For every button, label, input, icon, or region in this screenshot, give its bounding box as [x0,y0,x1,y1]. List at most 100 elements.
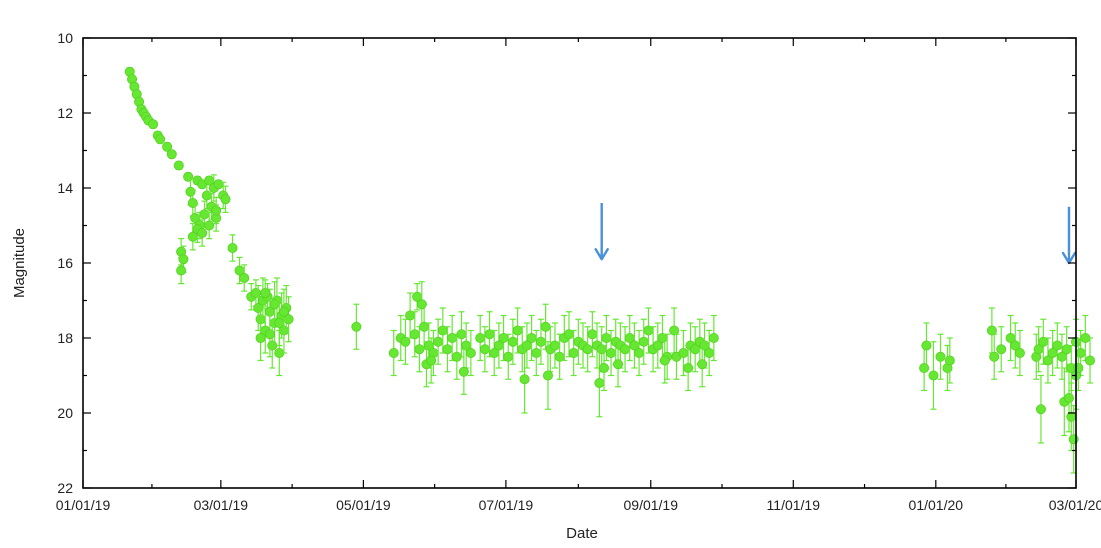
data-point [996,326,1007,373]
data-point [176,256,187,285]
data-point [426,337,437,384]
data-point [652,322,663,369]
data-point [606,329,617,377]
x-axis-title: Date [566,525,598,542]
y-tick-label: 14 [57,180,73,196]
data-point [629,322,640,369]
data-point [148,119,159,130]
y-axis: 10 12 14 16 18 20 22 [57,30,1076,496]
data-markers [124,66,1096,474]
data-point [921,322,932,369]
data-point [124,66,135,77]
data-point [465,329,476,377]
y-tick-label: 20 [57,405,73,421]
data-point [416,281,427,328]
arrow-annotations [594,203,1077,265]
data-point [451,333,462,380]
y-tick-label: 18 [57,330,73,346]
data-point [1047,329,1058,377]
data-point [587,311,598,358]
data-point [173,160,184,171]
x-tick-label: 03/01/20 [1049,497,1101,513]
data-point [1033,326,1044,373]
data-point [166,149,177,160]
x-tick-label: 11/01/19 [767,497,821,513]
data-point [351,303,362,350]
data-point [239,264,250,292]
data-point [1042,337,1053,384]
data-point [928,341,939,410]
data-point [204,175,215,186]
y-tick-label: 12 [57,105,73,121]
plot-frame [82,37,1077,489]
y-tick-label: 16 [57,255,73,271]
data-point [458,348,469,395]
data-point [683,344,694,392]
x-tick-label: 05/01/19 [336,497,391,513]
data-point [129,81,140,92]
x-tick-label: 09/01/19 [624,497,679,513]
data-point [613,341,624,388]
data-point [155,134,166,145]
data-point [542,341,553,410]
down-arrow-icon [1061,206,1077,265]
data-point [512,307,523,354]
data-point [1014,329,1025,377]
data-point [220,185,231,213]
data-point [519,344,530,414]
data-point [227,234,238,262]
x-tick-label: 01/01/19 [56,497,111,513]
data-point [131,89,142,100]
down-arrow-icon [594,203,609,261]
data-point [671,333,682,380]
data-point [1085,337,1096,384]
data-point [255,314,266,362]
data-point [638,318,649,365]
data-point [204,211,215,240]
data-point [568,329,579,377]
y-tick-label: 10 [57,30,73,46]
data-point [1038,318,1049,365]
data-point [986,307,997,354]
data-point [594,348,605,418]
data-point [531,329,542,377]
data-point [1010,322,1021,369]
x-tick-label: 03/01/19 [194,497,249,513]
data-point [549,322,560,369]
data-point [412,283,423,311]
data-point [1005,314,1016,362]
data-point [197,219,208,247]
data-point [935,333,946,380]
x-tick-label: 01/01/20 [909,497,964,513]
data-point [1035,374,1046,444]
data-point [183,171,194,182]
data-point [498,314,509,362]
data-point [659,337,670,384]
data-point [437,307,448,354]
data-point [447,314,458,362]
data-point [599,344,610,392]
data-point [1056,333,1067,380]
data-point [697,341,708,388]
y-tick-label: 22 [57,480,73,496]
data-point [213,179,224,190]
data-point [134,96,145,107]
data-point [264,311,275,358]
data-point [211,196,222,225]
data-point [269,281,280,328]
y-axis-title: Magnitude [11,228,28,298]
x-axis: 01/01/19 03/01/19 05/01/19 07/01/19 09/01/19… [56,38,1101,513]
data-point [278,288,289,335]
data-point [708,314,719,362]
data-point [489,329,500,377]
data-point [554,333,565,380]
data-point [400,318,411,365]
x-tick-label: 07/01/19 [479,497,534,513]
data-point [944,337,955,384]
data-point [989,333,1000,380]
data-point [942,344,953,392]
data-point [388,329,399,377]
data-point [260,279,271,307]
data-point [669,307,680,354]
